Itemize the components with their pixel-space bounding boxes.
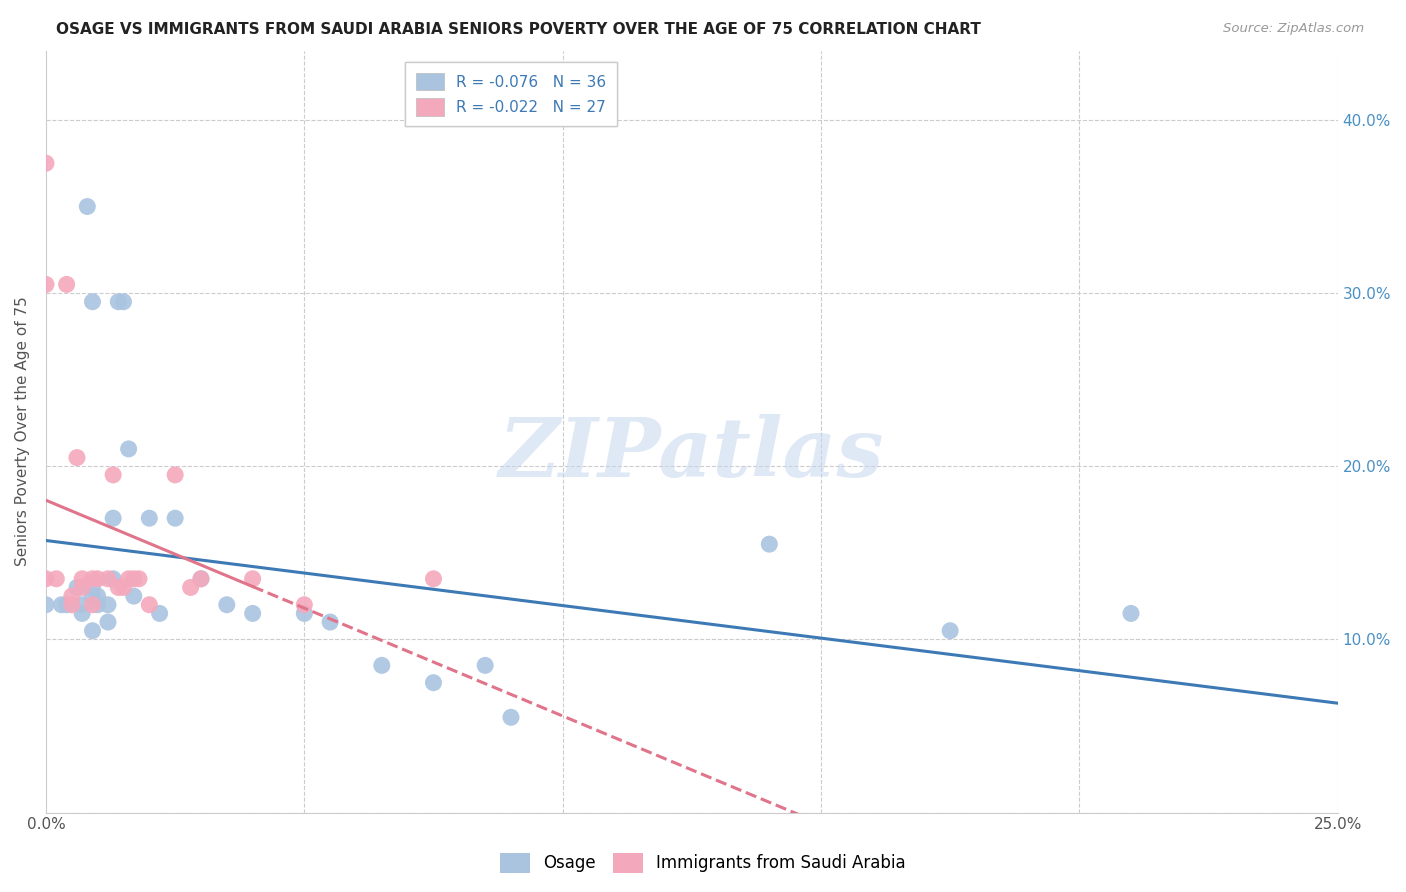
Point xyxy=(117,442,139,456)
Point xyxy=(60,598,83,612)
Point xyxy=(51,598,73,612)
Point xyxy=(70,581,93,595)
Point xyxy=(35,156,58,170)
Point xyxy=(35,598,58,612)
Point xyxy=(242,607,264,621)
Point xyxy=(76,200,98,214)
Legend: Osage, Immigrants from Saudi Arabia: Osage, Immigrants from Saudi Arabia xyxy=(494,847,912,880)
Text: Source: ZipAtlas.com: Source: ZipAtlas.com xyxy=(1223,22,1364,36)
Point xyxy=(190,572,212,586)
Point xyxy=(758,537,780,551)
Point xyxy=(1119,607,1142,621)
Y-axis label: Seniors Poverty Over the Age of 75: Seniors Poverty Over the Age of 75 xyxy=(15,297,30,566)
Point xyxy=(82,572,104,586)
Point xyxy=(82,294,104,309)
Point xyxy=(107,294,129,309)
Point xyxy=(66,581,89,595)
Point xyxy=(149,607,172,621)
Point xyxy=(422,675,444,690)
Point xyxy=(165,511,187,525)
Point xyxy=(101,511,124,525)
Point xyxy=(112,294,135,309)
Point xyxy=(101,467,124,482)
Point xyxy=(86,572,108,586)
Text: OSAGE VS IMMIGRANTS FROM SAUDI ARABIA SENIORS POVERTY OVER THE AGE OF 75 CORRELA: OSAGE VS IMMIGRANTS FROM SAUDI ARABIA SE… xyxy=(56,22,981,37)
Point xyxy=(70,607,93,621)
Point xyxy=(939,624,962,638)
Point xyxy=(97,572,120,586)
Point xyxy=(292,607,315,621)
Point xyxy=(165,467,187,482)
Point xyxy=(117,572,139,586)
Point xyxy=(60,589,83,603)
Point xyxy=(422,572,444,586)
Point xyxy=(499,710,522,724)
Point xyxy=(97,598,120,612)
Point xyxy=(128,572,150,586)
Point xyxy=(319,615,342,629)
Point xyxy=(82,589,104,603)
Text: ZIPatlas: ZIPatlas xyxy=(499,415,884,494)
Point xyxy=(70,598,93,612)
Point xyxy=(138,598,160,612)
Point xyxy=(101,572,124,586)
Point xyxy=(371,658,394,673)
Point xyxy=(122,572,145,586)
Point xyxy=(86,598,108,612)
Point xyxy=(86,589,108,603)
Point xyxy=(180,581,202,595)
Point xyxy=(70,572,93,586)
Point xyxy=(82,598,104,612)
Legend: R = -0.076   N = 36, R = -0.022   N = 27: R = -0.076 N = 36, R = -0.022 N = 27 xyxy=(405,62,617,127)
Point xyxy=(122,589,145,603)
Point xyxy=(35,277,58,292)
Point xyxy=(35,572,58,586)
Point xyxy=(292,598,315,612)
Point xyxy=(45,572,67,586)
Point xyxy=(138,511,160,525)
Point xyxy=(107,581,129,595)
Point xyxy=(82,581,104,595)
Point xyxy=(97,615,120,629)
Point xyxy=(82,624,104,638)
Point xyxy=(190,572,212,586)
Point xyxy=(474,658,496,673)
Point xyxy=(112,581,135,595)
Point xyxy=(242,572,264,586)
Point xyxy=(55,277,77,292)
Point xyxy=(55,598,77,612)
Point xyxy=(215,598,238,612)
Point xyxy=(66,450,89,465)
